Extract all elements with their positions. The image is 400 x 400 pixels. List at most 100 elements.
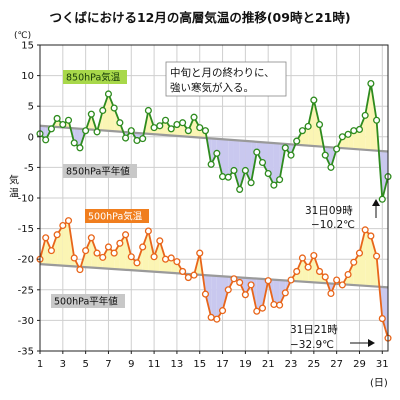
s500-point [378, 315, 386, 323]
s500-point [167, 254, 175, 262]
s500-point [87, 234, 95, 242]
label-850-normal: 850hPa平年値 [66, 166, 130, 178]
s850-point [367, 80, 375, 88]
s850-point [287, 151, 295, 159]
label-850-bg [63, 70, 127, 84]
s850-point [133, 136, 141, 145]
s850-point [110, 104, 118, 112]
s850-point [122, 134, 130, 142]
s500-point [110, 249, 118, 257]
y-tick-label: -25 [18, 285, 34, 296]
s850-point [150, 124, 158, 132]
s500-point [99, 253, 107, 261]
s850-point [116, 119, 124, 127]
s500-point [270, 300, 278, 309]
s500-point [367, 232, 375, 240]
s850-point [321, 151, 329, 159]
s850-point [144, 106, 152, 115]
annotation-box [165, 61, 287, 97]
s500-anomaly [62, 220, 69, 267]
y-tick-label: 5 [28, 102, 34, 113]
s500-point [258, 304, 267, 312]
x-tick-label: 3 [60, 359, 66, 370]
s850-point [99, 106, 107, 115]
s850-anomaly [233, 140, 240, 190]
s850-anomaly [262, 142, 269, 174]
x-tick-label: 25 [307, 359, 320, 370]
s850-point [76, 144, 84, 152]
s850-point [224, 173, 232, 181]
y-tick-label: 15 [21, 41, 34, 52]
s850-point [350, 127, 358, 135]
callout-2-line-1: 31日21時 [290, 324, 338, 336]
s850-point [333, 145, 341, 153]
s850-point [281, 144, 289, 152]
y-tick-label: -15 [18, 224, 34, 235]
s850-point [276, 176, 284, 184]
callout-2-line-2: −32.9℃ [290, 339, 334, 351]
s500-anomaly [313, 255, 320, 283]
s850-anomaly [108, 93, 115, 132]
s850-point [241, 166, 249, 175]
s500-point [133, 259, 141, 267]
y-tick-label: -30 [18, 316, 34, 327]
s500-point [213, 315, 221, 323]
x-unit-label: (日) [370, 378, 388, 389]
s500-point [241, 291, 249, 299]
s500-point [230, 275, 238, 283]
s500-point [190, 271, 198, 279]
s850-point [104, 90, 113, 98]
s500-point [350, 258, 358, 266]
s850-anomaly [222, 139, 229, 178]
series-lines [36, 80, 392, 342]
s850-point [53, 114, 61, 122]
s500-anomaly [382, 286, 388, 339]
series-labels: 850hPa気温 850hPa平年値 500hPa気温 500hPa平年値 [51, 70, 149, 308]
s500-point [47, 247, 55, 255]
s850-point [201, 127, 209, 135]
callout-2-arrowhead [368, 339, 375, 347]
s500-point [264, 277, 272, 285]
y-tick-label: -10 [18, 194, 34, 205]
label-500-bg [85, 209, 149, 223]
s500-point [224, 286, 232, 294]
s850-point [355, 125, 364, 134]
x-tick-label: 27 [330, 359, 343, 370]
s850-point [139, 135, 147, 143]
s850-anomaly [239, 140, 246, 190]
s850-point [64, 116, 73, 124]
y-tick-label: 10 [21, 71, 34, 82]
s500-anomaly [302, 257, 309, 283]
x-tick-label: 7 [105, 359, 111, 370]
s500-anomaly [205, 275, 212, 318]
s850-point [173, 121, 181, 129]
s850-point [270, 181, 278, 189]
s500-point [293, 267, 301, 275]
s500-point [93, 249, 101, 257]
y-unit-label: (℃) [14, 31, 31, 41]
s500-point [236, 278, 244, 287]
s850-point [167, 125, 175, 133]
s850-point [293, 137, 301, 145]
s500-point [161, 255, 170, 263]
s500-point [156, 237, 164, 245]
s500-point [139, 243, 147, 251]
s500-anomaly [359, 229, 366, 286]
s500-point [150, 253, 158, 261]
s850-point [213, 149, 221, 157]
callout-1-line-1: 31日09時 [305, 205, 353, 217]
y-axis-label-char: 温 [9, 188, 19, 200]
s500-point [104, 243, 113, 251]
s850-point [230, 166, 238, 175]
s500-point [144, 227, 152, 235]
s500-point [344, 270, 352, 279]
s850-point [253, 148, 261, 156]
s850-anomaly [273, 143, 280, 186]
x-tick-label: 29 [353, 359, 366, 370]
x-tick-label: 19 [239, 359, 252, 370]
s500-anomaly [211, 275, 217, 320]
s500-point [315, 267, 324, 275]
s500-point [70, 254, 78, 262]
s850-point [344, 130, 352, 138]
s850-point [47, 125, 55, 133]
